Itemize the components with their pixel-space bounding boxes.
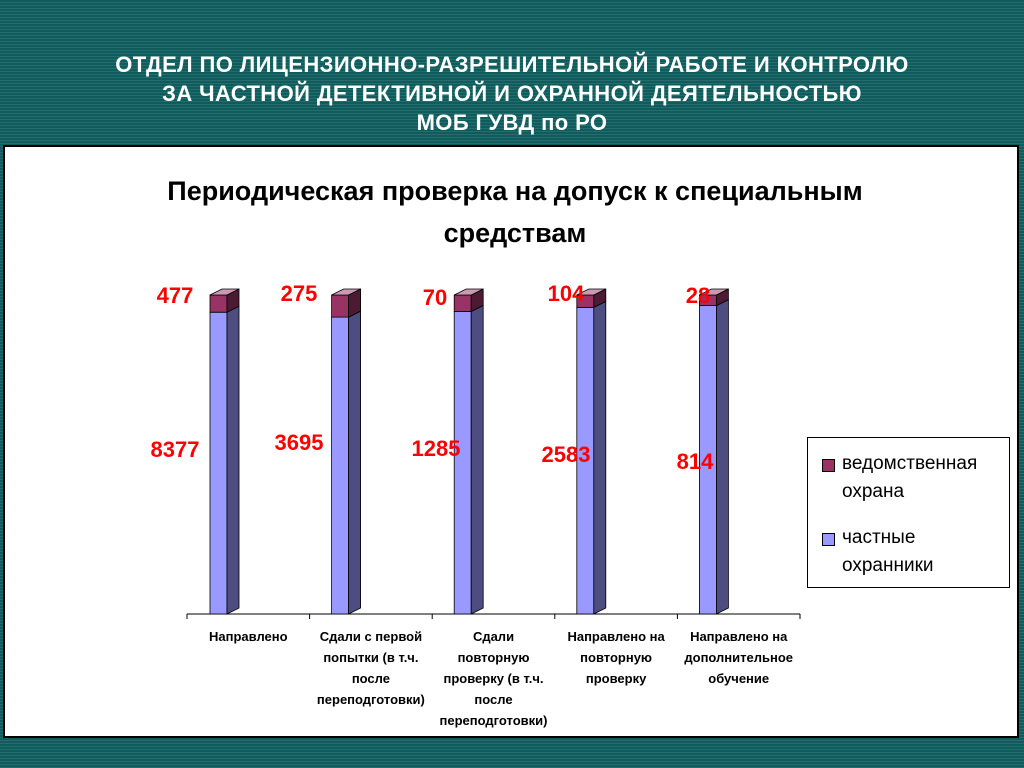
bar-private-4	[576, 300, 607, 615]
bar-departmental-3	[453, 288, 484, 313]
bar-departmental-2	[331, 288, 362, 318]
slide-header: ОТДЕЛ ПО ЛИЦЕНЗИОННО-РАЗРЕШИТЕЛЬНОЙ РАБО…	[0, 50, 1024, 137]
x-tick-label-5: Направлено на дополнительное обучение	[684, 629, 793, 686]
legend-label-private-line-2: охранники	[842, 555, 934, 576]
chart-plot: 8377 477 Направлено 3695 275 Сдали с первой по…	[151, 281, 801, 728]
x-tick-label-1: Направлено	[209, 629, 288, 644]
bar-departmental-5	[699, 288, 729, 307]
data-label-private-5: 814	[677, 449, 714, 474]
bar-private-2-front	[331, 316, 350, 615]
legend-label-private-line-1: частные	[842, 527, 916, 548]
chart-title: Периодическая проверка на допуск к специ…	[65, 170, 965, 254]
header-line-3: МОБ ГУВД по РО	[416, 110, 608, 135]
bar-private-1-front	[209, 311, 228, 615]
bar-private-3-side	[470, 304, 484, 615]
data-label-private-4: 2583	[542, 442, 591, 467]
bar-departmental-1-front	[209, 294, 228, 313]
bar-private-1-side	[226, 305, 240, 615]
bar-departmental-4	[576, 288, 607, 308]
legend-swatch-private	[822, 533, 835, 546]
data-label-departmental-2: 275	[281, 281, 318, 306]
bar-private-2	[331, 310, 362, 615]
data-label-departmental-1: 477	[157, 283, 194, 308]
bar-departmental-1-top	[209, 288, 240, 296]
bar-departmental-2-front	[331, 294, 350, 318]
bar-departmental-3-front	[453, 294, 472, 312]
bar-private-2-side	[348, 310, 362, 615]
chart-panel: Периодическая проверка на допуск к специ…	[3, 145, 1019, 738]
legend-label-private: частные охранники	[842, 524, 1008, 580]
bar-departmental-1	[209, 288, 240, 313]
data-label-private-2: 3695	[275, 430, 324, 455]
bar-departmental-3-top	[454, 288, 484, 296]
bar-departmental-2-top	[331, 288, 361, 296]
data-label-departmental-4: 104	[548, 281, 585, 306]
x-tick-label-2: Сдали с первой попытки (в т.ч. после перепо…	[317, 629, 425, 707]
header-line-1: ОТДЕЛ ПО ЛИЦЕНЗИОННО-РАЗРЕШИТЕЛЬНОЙ РАБО…	[115, 52, 909, 77]
data-label-departmental-5: 28	[686, 283, 710, 308]
data-label-private-3: 1285	[412, 436, 461, 461]
bar-private-3-front	[453, 311, 472, 615]
bar-departmental-4-top	[576, 288, 606, 296]
data-label-departmental-3: 70	[423, 285, 447, 310]
bar-private-4-side	[593, 300, 607, 615]
chart-title-line-1: Периодическая проверка на допуск к специ…	[167, 176, 863, 206]
data-label-private-1: 8377	[151, 437, 200, 462]
legend-swatch-departmental	[822, 459, 835, 472]
x-tick-label-4: Направлено на повторную проверку	[567, 629, 665, 686]
bar-private-5-side	[716, 298, 729, 615]
x-tick-label-3: Сдали повторную проверку (в т.ч. после переп…	[440, 629, 548, 728]
legend-label-departmental-line-1: ведомственная	[842, 453, 978, 474]
legend-label-departmental-line-2: охрана	[842, 481, 905, 502]
chart-title-line-2: средствам	[443, 218, 587, 248]
bar-private-1	[209, 305, 240, 615]
bar-departmental-5-top	[699, 288, 729, 296]
header-line-2: ЗА ЧАСТНОЙ ДЕТЕКТИВНОЙ И ОХРАННОЙ ДЕЯТЕЛ…	[162, 81, 862, 106]
legend-label-departmental: ведомственная охрана	[842, 450, 1008, 506]
legend: ведомственная охрана частные охранники	[807, 437, 1010, 588]
